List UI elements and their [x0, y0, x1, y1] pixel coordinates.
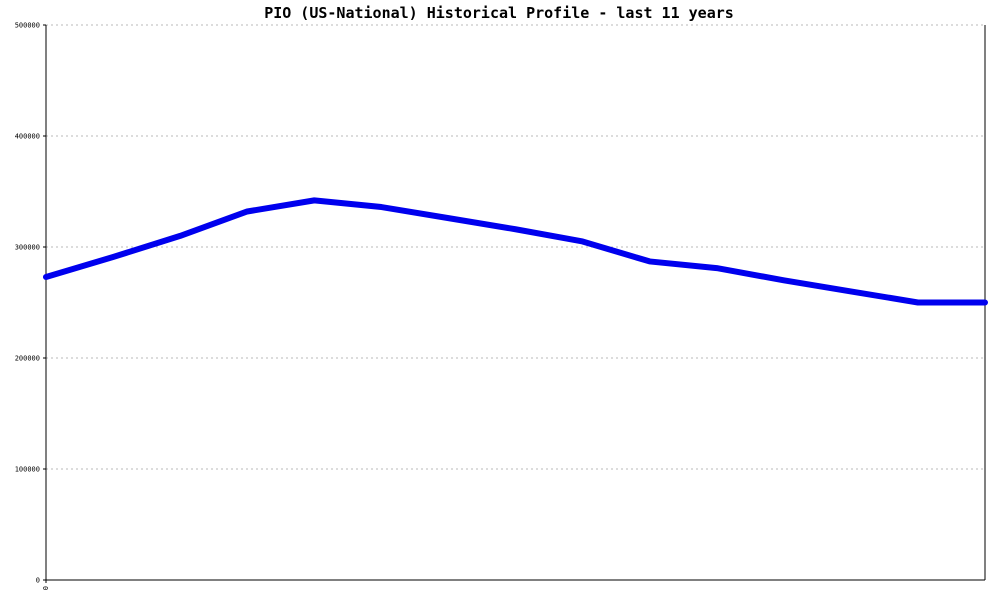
- y-tick-label: 500000: [15, 22, 40, 30]
- y-tick-labels: 0 100000 200000 300000 400000 500000: [15, 22, 46, 585]
- x-tick-labels: 0: [42, 580, 50, 590]
- chart-title: PIO (US-National) Historical Profile - l…: [264, 4, 734, 22]
- plot-axes: [45, 25, 986, 581]
- series-line: [43, 197, 988, 306]
- y-tick-label: 0: [36, 577, 40, 585]
- y-tick-label: 400000: [15, 133, 40, 141]
- series-layer: [43, 197, 988, 306]
- gridlines: [46, 24, 985, 470]
- x-tick-label: 0: [42, 586, 50, 590]
- y-tick-label: 200000: [15, 355, 40, 363]
- y-tick-label: 100000: [15, 466, 40, 474]
- y-tick-label: 300000: [15, 244, 40, 252]
